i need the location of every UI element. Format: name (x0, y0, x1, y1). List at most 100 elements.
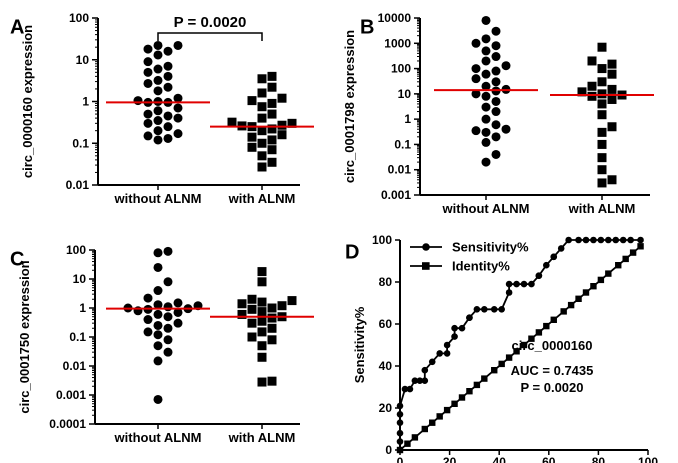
data-point (597, 127, 607, 137)
data-point (481, 69, 491, 79)
data-point (153, 330, 163, 340)
data-point (133, 96, 143, 106)
data-point (587, 56, 597, 66)
data-point (163, 277, 173, 287)
data-point (597, 89, 607, 99)
data-point (421, 425, 428, 433)
data-point (153, 262, 163, 272)
data-point (443, 341, 451, 349)
data-point (513, 348, 520, 355)
data-point (471, 74, 481, 84)
data-point (163, 302, 173, 312)
data-point (622, 255, 629, 263)
data-point (153, 320, 163, 330)
data-point (498, 306, 505, 313)
data-point (143, 57, 153, 67)
data-point (481, 157, 491, 167)
x-tick-label: 100 (638, 455, 658, 463)
x-tick-label: 20 (443, 455, 457, 463)
data-point (257, 327, 267, 337)
data-point (153, 40, 163, 50)
data-point (163, 246, 173, 256)
data-point (257, 138, 267, 148)
data-point (153, 126, 163, 136)
data-point (491, 26, 501, 36)
data-point (637, 243, 644, 250)
data-point (257, 341, 267, 351)
data-point (590, 283, 597, 290)
data-point (491, 66, 501, 76)
significance-bracket (157, 32, 263, 41)
data-point (404, 440, 411, 447)
data-point (173, 93, 183, 103)
data-point (143, 44, 153, 54)
data-point (481, 15, 491, 25)
series-identity-pct (396, 243, 644, 454)
series-without-alnm (106, 40, 210, 145)
data-point (416, 377, 424, 385)
data-point (153, 309, 163, 319)
data-point (173, 113, 183, 123)
data-point (597, 178, 607, 188)
data-point (491, 149, 501, 159)
data-point (153, 135, 163, 145)
annotation-line: circ_0000160 (512, 338, 593, 353)
y-tick-label: 100 (66, 243, 86, 257)
y-tick-label: 80 (379, 275, 393, 289)
data-point (481, 46, 491, 56)
data-point (277, 120, 287, 130)
data-point (257, 377, 267, 387)
category-label: with ALNM (228, 430, 296, 445)
y-axis-title: circ_0001798 expression (342, 30, 357, 183)
data-point (575, 236, 582, 244)
data-point (451, 333, 458, 340)
data-point (597, 110, 607, 120)
data-point (153, 300, 163, 310)
data-point (267, 98, 277, 108)
data-point (267, 303, 277, 313)
y-tick-label: 40 (379, 359, 393, 373)
data-point (535, 272, 543, 280)
data-point (247, 132, 257, 142)
y-tick-label: 10 (73, 272, 87, 286)
data-point (153, 106, 163, 116)
data-point (257, 277, 267, 287)
data-point (582, 289, 590, 296)
y-tick-label: 1000 (384, 36, 411, 50)
y-tick-label: 100 (69, 11, 89, 25)
data-point (143, 109, 153, 119)
data-point (605, 236, 612, 244)
data-point (396, 402, 404, 410)
data-point (173, 103, 183, 113)
series-without-alnm (106, 246, 210, 404)
data-point (597, 77, 607, 87)
data-point (421, 366, 429, 374)
y-tick-label: 100 (372, 233, 392, 247)
data-point (501, 124, 511, 134)
panel-label-d: D (345, 242, 359, 264)
x-tick-label: 80 (592, 455, 606, 463)
series-with-alnm (550, 42, 654, 188)
data-point (587, 81, 597, 91)
data-point (267, 376, 277, 386)
roc-annotation: circ_0000160 AUC = 0.7435 P = 0.0020 (511, 338, 594, 395)
data-point (257, 267, 267, 277)
data-point (481, 34, 491, 44)
data-point (267, 145, 277, 155)
data-point (597, 153, 607, 163)
data-point (173, 129, 183, 139)
data-point (287, 296, 297, 306)
series-sensitivity-pct (396, 236, 644, 454)
data-point (505, 354, 513, 361)
legend: Sensitivity% Identity% (410, 240, 529, 274)
annotation-line: P = 0.0020 (520, 380, 583, 395)
data-point (257, 297, 267, 307)
data-point (491, 52, 501, 62)
data-point (163, 347, 173, 357)
data-point (257, 307, 267, 317)
data-point (597, 42, 607, 52)
legend-marker (422, 262, 430, 270)
data-point (597, 276, 605, 284)
data-point (575, 295, 582, 302)
panel-label-b: B (360, 17, 374, 39)
